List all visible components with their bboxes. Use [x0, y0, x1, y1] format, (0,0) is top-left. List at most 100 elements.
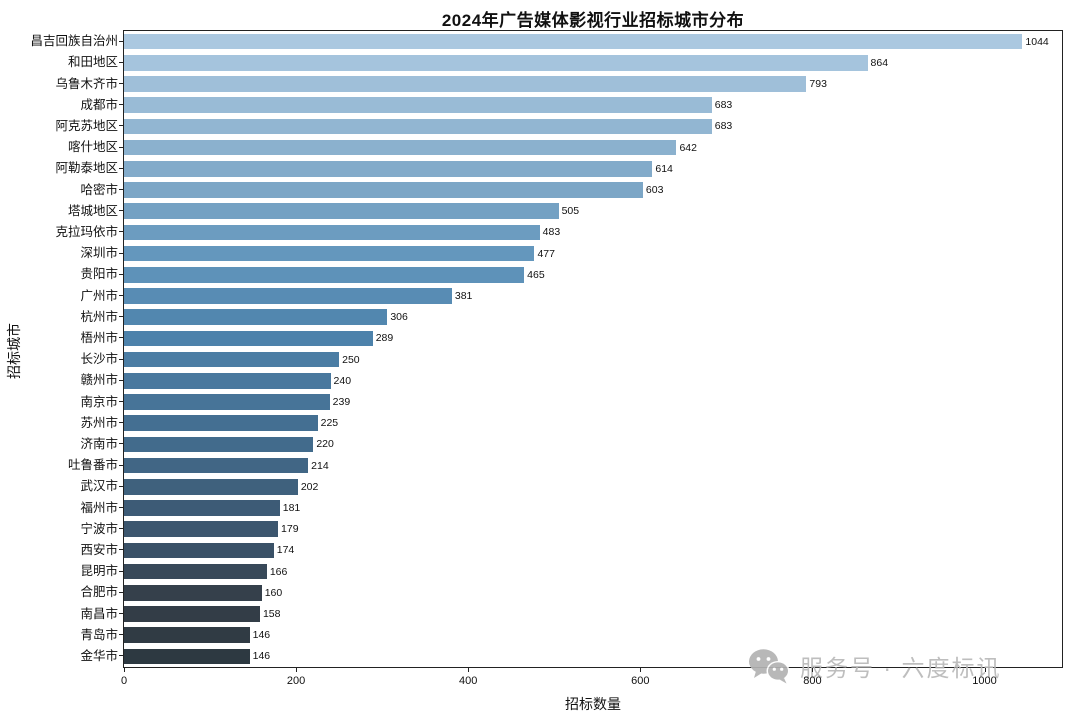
x-tick-label: 1000 — [972, 675, 997, 687]
bar-value-label: 603 — [645, 184, 664, 196]
y-tick-mark — [119, 231, 123, 233]
y-tick-label: 克拉玛依市 — [55, 224, 118, 239]
y-tick-label: 杭州市 — [80, 309, 118, 324]
bar — [124, 606, 260, 622]
bar — [124, 479, 298, 495]
bar-value-label: 306 — [390, 311, 408, 324]
x-tick-label: 800 — [803, 675, 822, 687]
bar — [124, 118, 712, 135]
y-tick-label: 阿克苏地区 — [55, 118, 118, 133]
y-tick-mark — [119, 210, 123, 212]
y-tick-mark — [119, 358, 123, 360]
bar — [124, 563, 267, 580]
y-tick-mark — [119, 634, 123, 636]
bar-value-label: 864 — [870, 56, 889, 69]
y-tick-mark — [119, 655, 123, 657]
y-tick-mark — [119, 549, 123, 551]
bar — [124, 542, 274, 559]
y-tick-label: 南昌市 — [80, 606, 118, 621]
bar-value-label: 240 — [333, 374, 352, 387]
bar — [124, 161, 653, 177]
y-tick-label: 赣州市 — [80, 373, 118, 388]
bar — [124, 288, 452, 304]
bar — [124, 394, 330, 410]
x-tick-label: 200 — [286, 675, 306, 687]
y-tick-mark — [119, 125, 123, 127]
bar-value-label: 683 — [714, 120, 733, 133]
bar-value-label: 381 — [454, 290, 473, 302]
y-tick-mark — [119, 104, 123, 106]
bar — [124, 245, 535, 262]
bar-value-label: 642 — [679, 141, 697, 154]
bar-value-label: 158 — [262, 608, 281, 620]
x-tick-mark — [984, 668, 986, 672]
y-tick-mark — [119, 61, 123, 63]
bar-value-label: 181 — [282, 502, 301, 514]
y-tick-label: 昌吉回族自治州 — [30, 34, 118, 49]
x-tick-label: 600 — [631, 675, 650, 687]
bar-value-label: 614 — [655, 162, 673, 175]
x-axis-title: 招标数量 — [565, 696, 621, 712]
y-axis-title: 招标城市 — [6, 323, 22, 379]
y-tick-label: 福州市 — [80, 500, 118, 515]
bar-value-label: 239 — [332, 396, 351, 408]
y-tick-label: 塔城地区 — [67, 203, 118, 218]
x-tick-mark — [468, 668, 470, 672]
y-tick-mark — [119, 570, 123, 572]
y-tick-label: 乌鲁木齐市 — [55, 76, 118, 91]
bar-value-label: 289 — [375, 332, 394, 345]
bar — [124, 457, 309, 474]
bar-value-label: 160 — [264, 586, 283, 599]
bars-layer: 1044 864 793 683 683 642 614 603 505 483 477 465 381… — [124, 31, 1062, 667]
y-tick-label: 西安市 — [80, 542, 118, 557]
y-tick-mark — [119, 464, 123, 466]
bar-value-label: 174 — [276, 544, 295, 557]
bar — [124, 309, 388, 325]
y-tick-label: 昆明市 — [80, 564, 118, 579]
y-tick-mark — [119, 401, 123, 402]
bar — [124, 500, 280, 516]
y-tick-mark — [119, 485, 123, 487]
y-tick-mark — [119, 337, 123, 339]
bar — [124, 76, 807, 92]
y-tick-label: 阿勒泰地区 — [55, 161, 118, 176]
y-tick-label: 喀什地区 — [67, 140, 118, 155]
bar — [124, 436, 314, 453]
bar-value-label: 477 — [537, 247, 555, 260]
x-tick-mark — [640, 668, 642, 672]
bar-value-label: 793 — [809, 78, 827, 90]
y-tick-label: 武汉市 — [80, 479, 118, 494]
y-tick-mark — [119, 146, 123, 148]
x-tick-mark — [124, 668, 125, 672]
bar-value-label: 202 — [300, 480, 319, 493]
bar-value-label: 483 — [542, 226, 561, 239]
bar — [124, 55, 868, 71]
y-tick-mark — [119, 507, 123, 508]
bar — [124, 139, 677, 156]
bar-value-label: 505 — [561, 205, 580, 218]
y-tick-mark — [119, 189, 123, 190]
bar-value-label: 1044 — [1025, 35, 1049, 48]
bar — [124, 224, 540, 241]
bar — [124, 373, 331, 389]
y-tick-label: 济南市 — [80, 436, 118, 451]
bar-value-label: 166 — [269, 565, 288, 578]
y-tick-label: 青岛市 — [80, 627, 118, 642]
bar-value-label: 179 — [281, 523, 299, 536]
bar — [124, 521, 279, 537]
y-tick-mark — [119, 273, 123, 275]
bar-value-label: 146 — [252, 629, 271, 642]
bar-value-label: 465 — [527, 268, 545, 281]
y-tick-label: 哈密市 — [80, 182, 118, 197]
bar-value-label: 683 — [714, 99, 733, 112]
y-tick-mark — [119, 613, 123, 614]
bar — [124, 415, 318, 431]
y-tick-label: 宁波市 — [80, 521, 118, 536]
x-tick-mark — [296, 668, 298, 672]
y-tick-mark — [119, 528, 123, 530]
bar — [124, 585, 262, 601]
bar-value-label: 250 — [342, 353, 360, 366]
y-tick-mark — [119, 379, 123, 381]
bar — [124, 33, 1023, 50]
y-tick-label: 梧州市 — [80, 330, 118, 345]
